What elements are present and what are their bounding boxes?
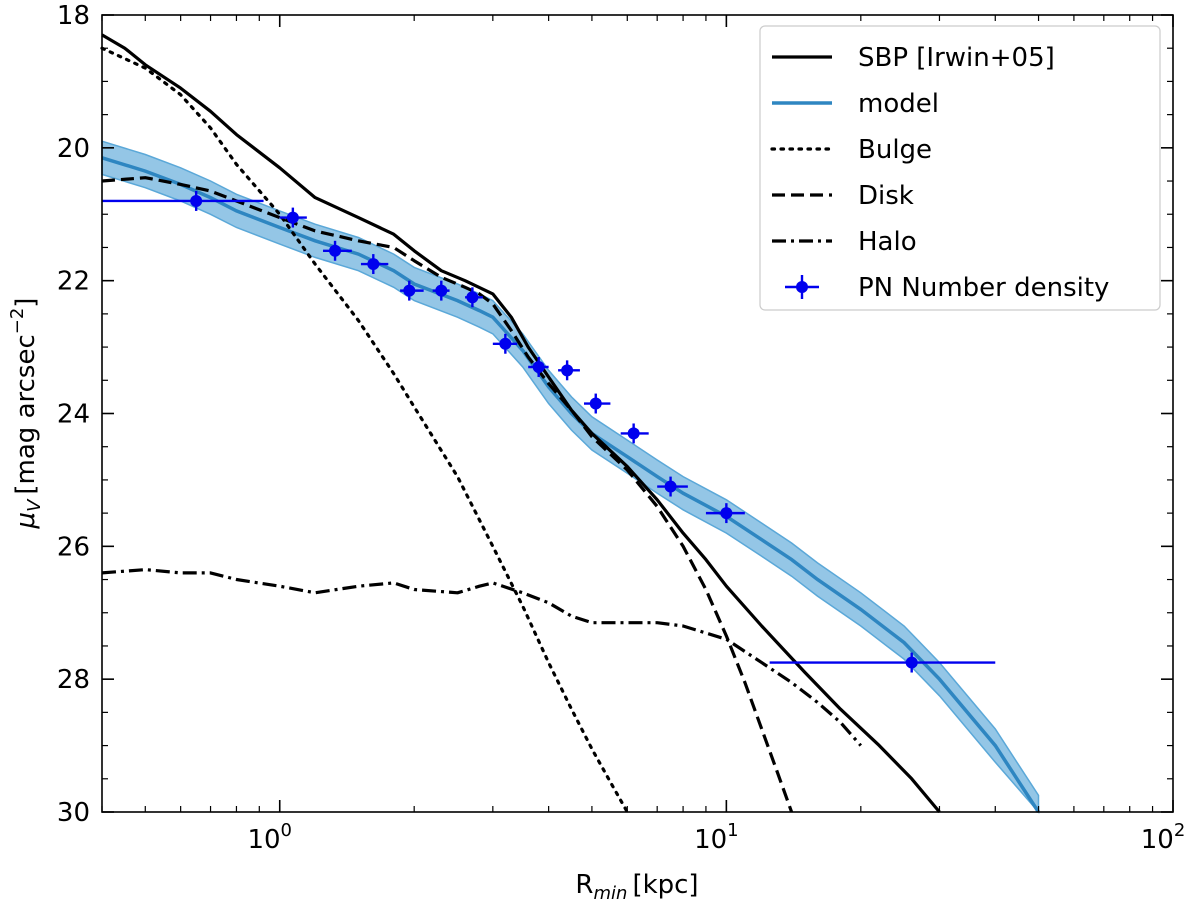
series-bulge-line [100, 46, 629, 814]
pn-marker [190, 194, 203, 207]
pn-data-point [769, 652, 996, 673]
series-disk-line [101, 176, 794, 813]
pn-data-point [323, 240, 352, 261]
pn-data-point [432, 280, 450, 301]
legend-entry: model [772, 89, 939, 119]
y-tick-label: 22 [57, 267, 90, 297]
x-tick-label: 102 [1141, 820, 1186, 855]
pn-marker [561, 364, 574, 377]
legend-entry: SBP [Irwin+05] [772, 43, 1055, 73]
legend-box [759, 25, 1161, 311]
pn-marker [466, 291, 479, 304]
pn-marker [589, 397, 602, 410]
pn-marker [499, 337, 512, 350]
pn-marker [905, 656, 918, 669]
legend-entry: Bulge [770, 135, 932, 165]
plot-area [100, 33, 1040, 815]
legend-entry: Disk [772, 181, 914, 211]
series-halo-line [101, 568, 863, 747]
y-tick-label: 30 [57, 798, 90, 828]
legend-label: model [858, 89, 939, 119]
pn-marker [532, 361, 545, 374]
y-tick-label: 18 [57, 1, 90, 31]
y-tick-label: 24 [57, 400, 90, 430]
pn-marker [664, 480, 677, 493]
legend-entry: PN Number density [785, 273, 1109, 303]
pn-marker [329, 244, 342, 257]
pn-data-point [657, 476, 688, 497]
x-tick-label: 100 [247, 820, 292, 855]
pn-data-point [583, 393, 611, 414]
pn-data-point [279, 207, 307, 228]
pn-marker [286, 211, 299, 224]
axis-ticks: 18 20 22 24 26 28 30 100 101 102 [57, 1, 1185, 855]
x-axis-label: Rmin [kpc] [575, 870, 698, 904]
legend-label: Halo [858, 227, 917, 257]
y-tick-label: 28 [57, 665, 90, 695]
pn-data-point [705, 503, 745, 524]
pn-marker [367, 258, 380, 271]
legend-label: Disk [858, 181, 914, 211]
legend-swatch [796, 281, 808, 293]
model-line [101, 156, 1040, 813]
legend: SBP [Irwin+05] model Bulge Disk Halo PN Numbe… [759, 25, 1161, 311]
y-tick-label: 26 [57, 532, 90, 562]
legend-label: Bulge [858, 135, 932, 165]
x-tick-label: 101 [694, 820, 739, 855]
pn-data-point [492, 333, 518, 354]
legend-label: SBP [Irwin+05] [858, 43, 1055, 73]
series-sbp-line [101, 33, 941, 814]
legend-label: PN Number density [858, 273, 1109, 303]
legend-entry: Halo [772, 227, 917, 257]
pn-data-point [465, 287, 483, 308]
pn-marker [435, 284, 448, 297]
y-axis-label: μV[mag arcsec−2] [7, 298, 45, 530]
pn-data-point [400, 280, 424, 301]
pn-marker [627, 427, 640, 440]
pn-data-point [620, 423, 649, 444]
y-tick-label: 20 [57, 134, 90, 164]
pn-data-point [102, 191, 264, 211]
pn-data-point [528, 357, 549, 377]
pn-marker [403, 284, 416, 297]
pn-data-point [558, 360, 580, 381]
pn-marker [720, 507, 733, 520]
pn-data-point [360, 254, 389, 275]
